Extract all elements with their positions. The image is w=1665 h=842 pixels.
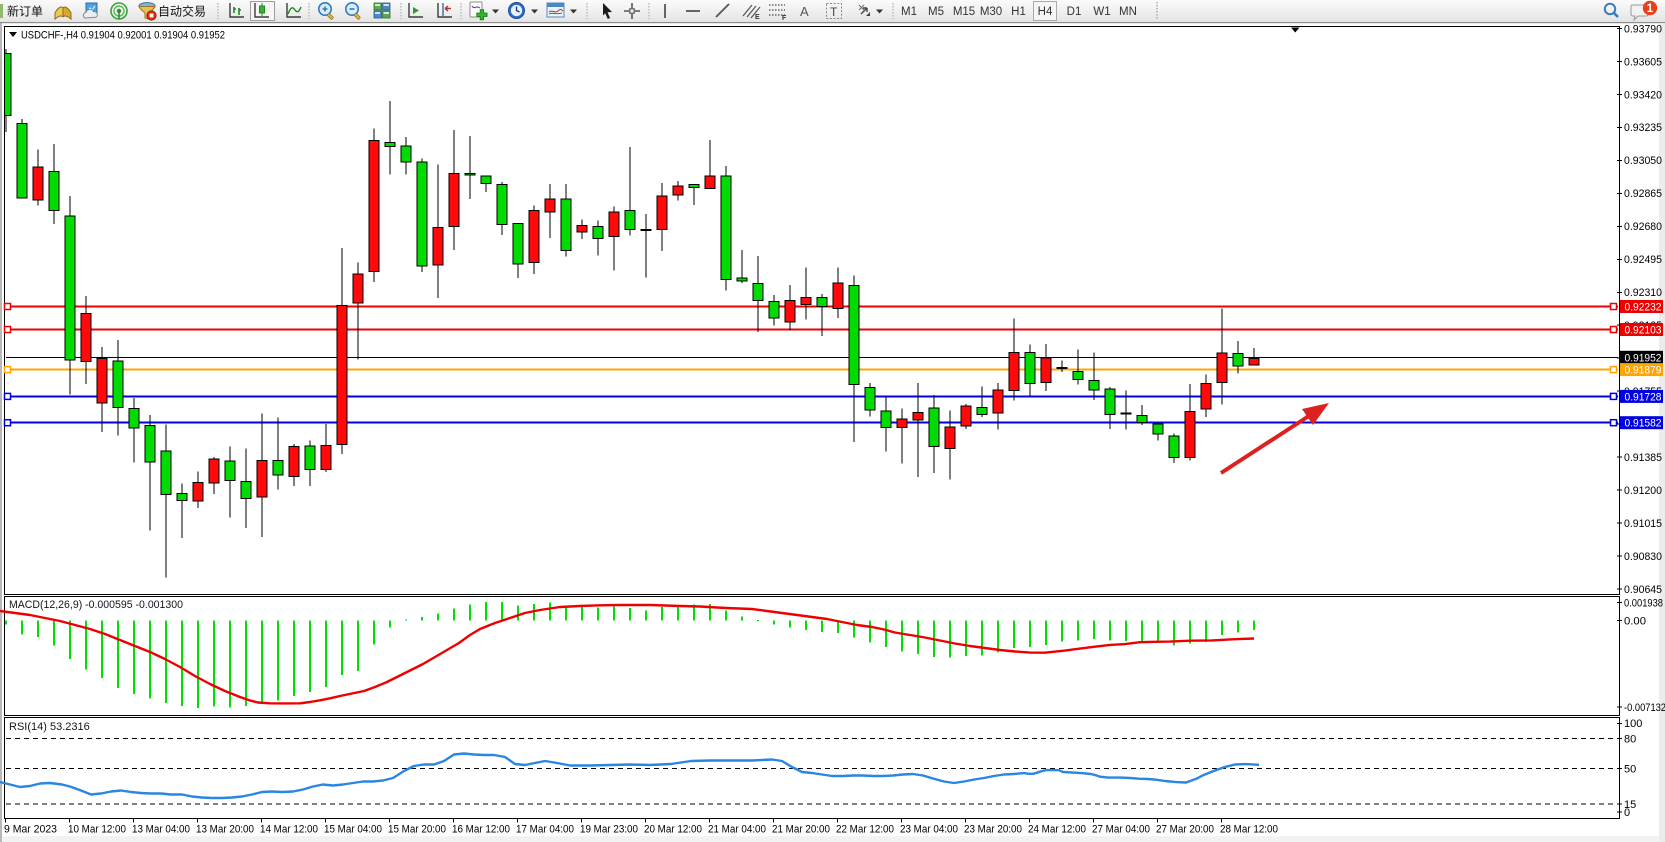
svg-text:T: T — [830, 5, 838, 19]
svg-text:M1: M1 — [901, 6, 917, 18]
svg-text:0.91385: 0.91385 — [1624, 452, 1662, 464]
svg-text:27 Mar 04:00: 27 Mar 04:00 — [1092, 824, 1150, 836]
svg-text:22 Mar 12:00: 22 Mar 12:00 — [836, 824, 894, 836]
svg-text:MACD(12,26,9) -0.000595 -0.001: MACD(12,26,9) -0.000595 -0.001300 — [9, 599, 183, 611]
svg-text:0.92232: 0.92232 — [1625, 302, 1662, 314]
svg-text:E: E — [755, 14, 760, 21]
svg-text:0: 0 — [1624, 807, 1630, 819]
svg-text:80: 80 — [1624, 733, 1636, 745]
svg-text:0.93050: 0.93050 — [1624, 155, 1662, 167]
svg-text:A: A — [800, 4, 809, 19]
svg-text:0.90830: 0.90830 — [1624, 551, 1662, 563]
svg-text:0.92495: 0.92495 — [1624, 254, 1662, 266]
svg-text:23 Mar 20:00: 23 Mar 20:00 — [964, 824, 1022, 836]
svg-text:W1: W1 — [1093, 6, 1110, 18]
svg-text:M5: M5 — [928, 6, 944, 18]
svg-text:RSI(14) 53.2316: RSI(14) 53.2316 — [9, 721, 90, 733]
svg-text:13 Mar 20:00: 13 Mar 20:00 — [196, 824, 254, 836]
svg-text:0.92865: 0.92865 — [1624, 188, 1662, 200]
svg-text:21 Mar 20:00: 21 Mar 20:00 — [772, 824, 830, 836]
svg-text:自动交易: 自动交易 — [158, 4, 206, 19]
svg-text:-0.007132: -0.007132 — [1624, 702, 1665, 714]
svg-text:0.00: 0.00 — [1624, 615, 1646, 627]
svg-text:17 Mar 04:00: 17 Mar 04:00 — [516, 824, 574, 836]
svg-text:20 Mar 12:00: 20 Mar 12:00 — [644, 824, 702, 836]
svg-text:H4: H4 — [1038, 6, 1053, 18]
svg-text:24 Mar 12:00: 24 Mar 12:00 — [1028, 824, 1086, 836]
svg-text:0.93420: 0.93420 — [1624, 89, 1662, 101]
svg-text:15 Mar 04:00: 15 Mar 04:00 — [324, 824, 382, 836]
svg-text:0.93235: 0.93235 — [1624, 122, 1662, 134]
svg-text:0.93605: 0.93605 — [1624, 56, 1662, 68]
svg-text:10 Mar 12:00: 10 Mar 12:00 — [68, 824, 126, 836]
svg-text:MN: MN — [1119, 6, 1137, 18]
svg-text:0.91015: 0.91015 — [1624, 518, 1662, 530]
svg-text:0.90645: 0.90645 — [1624, 584, 1662, 596]
svg-text:16 Mar 12:00: 16 Mar 12:00 — [452, 824, 510, 836]
svg-text:14 Mar 12:00: 14 Mar 12:00 — [260, 824, 318, 836]
svg-text:0.91200: 0.91200 — [1624, 485, 1662, 497]
svg-text:50: 50 — [1624, 763, 1636, 775]
svg-text:100: 100 — [1624, 718, 1642, 730]
svg-text:H1: H1 — [1011, 6, 1026, 18]
svg-text:27 Mar 20:00: 27 Mar 20:00 — [1156, 824, 1214, 836]
svg-text:0.001938: 0.001938 — [1624, 598, 1663, 610]
svg-text:19 Mar 23:00: 19 Mar 23:00 — [580, 824, 638, 836]
svg-text:21 Mar 04:00: 21 Mar 04:00 — [708, 824, 766, 836]
svg-text:28 Mar 12:00: 28 Mar 12:00 — [1220, 824, 1278, 836]
svg-text:USDCHF-,H4 0.91904 0.92001 0.: USDCHF-,H4 0.91904 0.92001 0.91904 0.919… — [21, 30, 225, 42]
svg-text:0.91582: 0.91582 — [1625, 418, 1662, 430]
svg-text:23 Mar 04:00: 23 Mar 04:00 — [900, 824, 958, 836]
svg-text:D1: D1 — [1067, 6, 1082, 18]
svg-text:0.91728: 0.91728 — [1625, 391, 1662, 403]
svg-text:1: 1 — [1647, 3, 1654, 15]
svg-text:15 Mar 20:00: 15 Mar 20:00 — [388, 824, 446, 836]
svg-text:13 Mar 04:00: 13 Mar 04:00 — [132, 824, 190, 836]
svg-text:0.91879: 0.91879 — [1625, 365, 1662, 377]
svg-text:0.93790: 0.93790 — [1624, 23, 1662, 35]
svg-text:M30: M30 — [980, 6, 1002, 18]
svg-text:15: 15 — [1624, 799, 1636, 811]
svg-text:0.92103: 0.92103 — [1625, 325, 1662, 337]
svg-text:F: F — [782, 15, 787, 22]
svg-text:M15: M15 — [953, 6, 975, 18]
svg-text:9 Mar 2023: 9 Mar 2023 — [4, 824, 57, 836]
svg-text:0.92310: 0.92310 — [1624, 287, 1662, 299]
svg-text:0.92680: 0.92680 — [1624, 221, 1662, 233]
svg-text:0.91952: 0.91952 — [1625, 352, 1662, 364]
svg-text:新订单: 新订单 — [7, 4, 43, 19]
